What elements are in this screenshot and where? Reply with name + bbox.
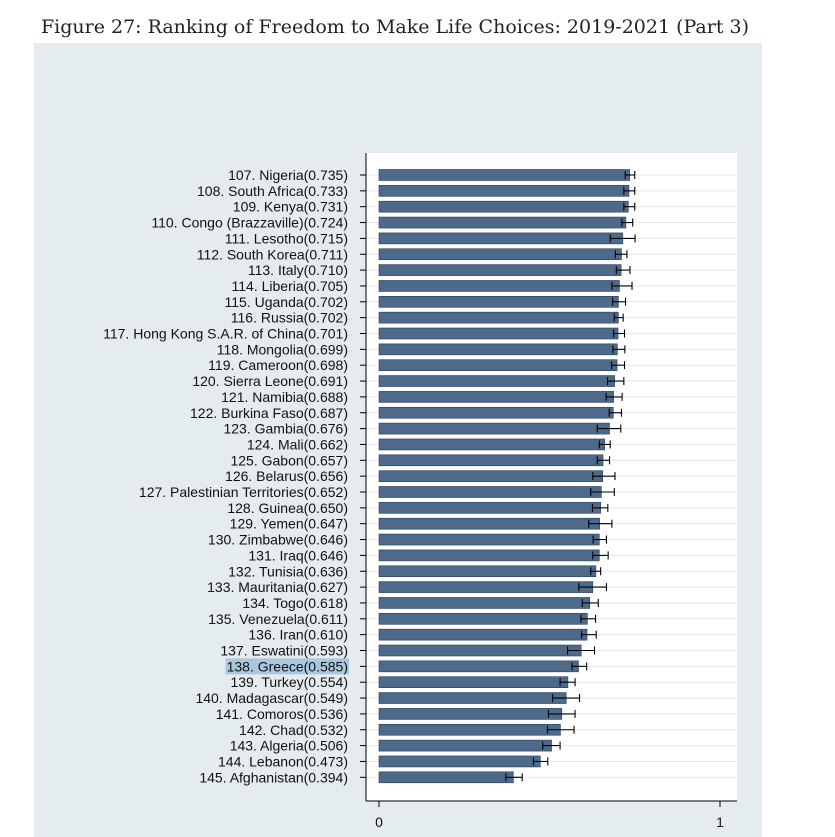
category-label: 144. Lebanon(0.473) bbox=[218, 753, 348, 769]
category-label: 142. Chad(0.532) bbox=[239, 722, 348, 738]
category-label: 145. Afghanistan(0.394) bbox=[199, 769, 348, 785]
bar bbox=[378, 755, 541, 768]
category-label: 113. Italy(0.710) bbox=[248, 262, 348, 278]
bar bbox=[378, 660, 579, 673]
bar bbox=[378, 502, 601, 514]
label-highlight bbox=[225, 658, 349, 675]
bar bbox=[378, 375, 615, 387]
bar-layer bbox=[378, 169, 630, 784]
category-label: 118. Mongolia(0.699) bbox=[217, 341, 348, 357]
category-label: 117. Hong Kong S.A.R. of China(0.701) bbox=[103, 326, 348, 342]
bar bbox=[378, 723, 561, 736]
error-bar-layer bbox=[505, 171, 636, 782]
category-label: 126. Belarus(0.656) bbox=[225, 468, 348, 484]
category-label-layer: 107. Nigeria(0.735)108. South Africa(0.7… bbox=[103, 167, 349, 785]
category-label: 127. Palestinian Territories(0.652) bbox=[139, 484, 348, 500]
bar bbox=[378, 644, 582, 657]
bar bbox=[378, 692, 567, 704]
bar bbox=[378, 391, 614, 403]
x-tick-label: 1 bbox=[716, 814, 724, 830]
figure-title: Figure 27: Ranking of Freedom to Make Li… bbox=[40, 16, 750, 38]
bar bbox=[378, 597, 591, 609]
category-label: 130. Zimbabwe(0.646) bbox=[208, 532, 348, 548]
bar bbox=[378, 517, 600, 530]
bar bbox=[378, 628, 588, 641]
category-label: 112. South Korea(0.711) bbox=[197, 246, 348, 262]
category-label: 133. Mauritania(0.627) bbox=[207, 579, 348, 595]
category-label: 135. Venezuela(0.611) bbox=[208, 611, 348, 627]
category-label: 123. Gambia(0.676) bbox=[223, 421, 348, 437]
bar bbox=[378, 406, 614, 419]
category-label: 107. Nigeria(0.735) bbox=[228, 167, 348, 183]
category-label: 116. Russia(0.702) bbox=[231, 310, 348, 326]
bar bbox=[378, 676, 569, 689]
bar bbox=[378, 327, 619, 340]
bar bbox=[378, 248, 622, 261]
bar bbox=[378, 739, 552, 752]
category-label: 111. Lesotho(0.715) bbox=[225, 230, 348, 246]
category-label: 109. Kenya(0.731) bbox=[233, 199, 348, 215]
bar bbox=[378, 169, 630, 181]
bar bbox=[378, 343, 618, 356]
bar bbox=[378, 454, 604, 467]
category-label: 129. Yemen(0.647) bbox=[230, 516, 348, 532]
bar bbox=[378, 232, 624, 245]
category-label: 132. Tunisia(0.636) bbox=[228, 563, 348, 579]
bar bbox=[378, 295, 619, 308]
category-label: 124. Mali(0.662) bbox=[247, 436, 348, 452]
category-label: 139. Turkey(0.554) bbox=[230, 674, 348, 690]
bar bbox=[378, 216, 627, 229]
bar bbox=[378, 708, 563, 720]
bar bbox=[378, 438, 606, 451]
bar bbox=[378, 264, 622, 276]
bar bbox=[378, 533, 600, 546]
bar bbox=[378, 422, 610, 435]
category-label: 121. Namibia(0.688) bbox=[221, 389, 348, 405]
category-label: 108. South Africa(0.733) bbox=[197, 183, 348, 199]
bar bbox=[378, 311, 619, 324]
bar bbox=[378, 359, 618, 372]
category-label: 119. Cameroon(0.698) bbox=[208, 357, 348, 373]
category-label: 138. Greece(0.585) bbox=[227, 658, 348, 674]
bar bbox=[378, 280, 620, 292]
bar bbox=[378, 486, 602, 498]
bar bbox=[378, 612, 588, 625]
category-label: 128. Guinea(0.650) bbox=[227, 500, 348, 516]
category-label: 136. Iran(0.610) bbox=[248, 627, 348, 643]
category-label: 137. Eswatini(0.593) bbox=[220, 643, 348, 659]
category-label: 115. Uganda(0.702) bbox=[225, 294, 349, 310]
category-label: 110. Congo (Brazzaville)(0.724) bbox=[151, 215, 348, 231]
x-tick-label: 0 bbox=[375, 814, 383, 830]
category-label: 125. Gabon(0.657) bbox=[230, 452, 348, 468]
category-label: 143. Algeria(0.506) bbox=[230, 738, 348, 754]
category-label: 134. Togo(0.618) bbox=[242, 595, 348, 611]
category-label: 120. Sierra Leone(0.691) bbox=[192, 373, 348, 389]
category-label: 114. Liberia(0.705) bbox=[232, 278, 348, 294]
bar bbox=[378, 581, 594, 593]
category-label: 140. Madagascar(0.549) bbox=[195, 690, 348, 706]
category-label: 122. Burkina Faso(0.687) bbox=[190, 405, 348, 421]
bar bbox=[378, 185, 630, 197]
bar bbox=[378, 565, 597, 578]
bar bbox=[378, 200, 629, 213]
category-label: 131. Iraq(0.646) bbox=[248, 547, 348, 563]
bar bbox=[378, 771, 514, 784]
category-label: 141. Comoros(0.536) bbox=[216, 706, 348, 722]
bar bbox=[378, 549, 600, 562]
bar bbox=[378, 470, 603, 482]
